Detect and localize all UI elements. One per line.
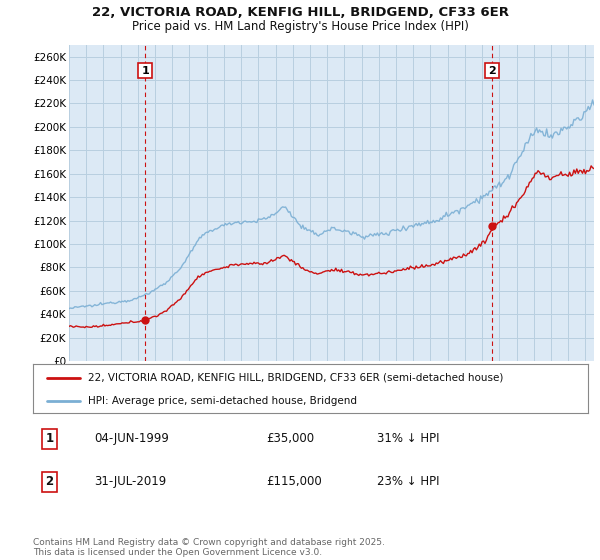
Text: £115,000: £115,000 [266, 475, 322, 488]
Text: 22, VICTORIA ROAD, KENFIG HILL, BRIDGEND, CF33 6ER: 22, VICTORIA ROAD, KENFIG HILL, BRIDGEND… [91, 6, 509, 18]
Text: Price paid vs. HM Land Registry's House Price Index (HPI): Price paid vs. HM Land Registry's House … [131, 20, 469, 32]
Text: HPI: Average price, semi-detached house, Bridgend: HPI: Average price, semi-detached house,… [89, 396, 358, 406]
Text: 04-JUN-1999: 04-JUN-1999 [94, 432, 169, 445]
Text: 31-JUL-2019: 31-JUL-2019 [94, 475, 166, 488]
Text: 2: 2 [488, 66, 496, 76]
Text: 22, VICTORIA ROAD, KENFIG HILL, BRIDGEND, CF33 6ER (semi-detached house): 22, VICTORIA ROAD, KENFIG HILL, BRIDGEND… [89, 373, 504, 383]
Text: 2: 2 [46, 475, 54, 488]
Text: 1: 1 [141, 66, 149, 76]
Text: £35,000: £35,000 [266, 432, 314, 445]
Text: Contains HM Land Registry data © Crown copyright and database right 2025.
This d: Contains HM Land Registry data © Crown c… [33, 538, 385, 557]
Text: 31% ↓ HPI: 31% ↓ HPI [377, 432, 440, 445]
Text: 1: 1 [46, 432, 54, 445]
Text: 23% ↓ HPI: 23% ↓ HPI [377, 475, 440, 488]
